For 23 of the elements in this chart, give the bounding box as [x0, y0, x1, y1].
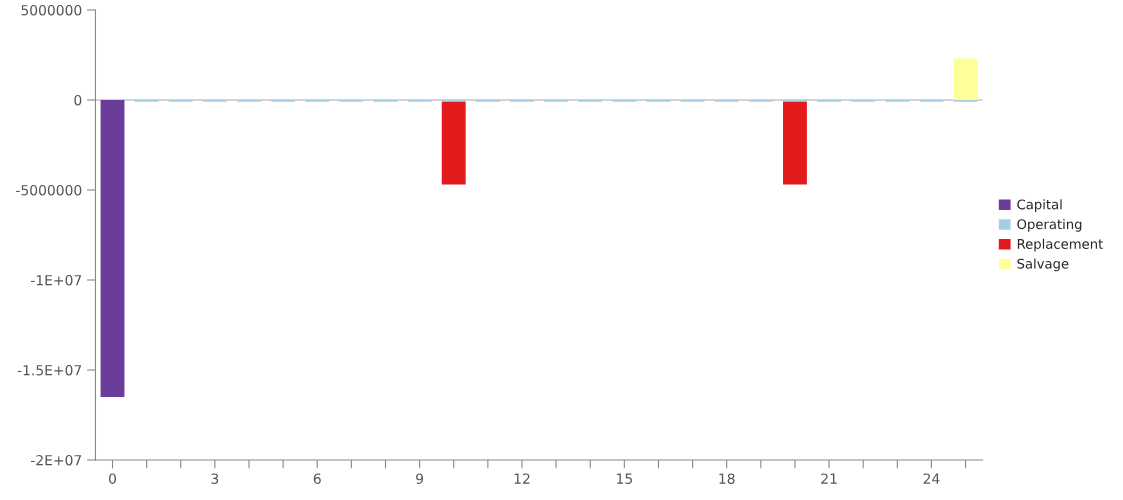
x-tick-label: 9: [416, 473, 424, 484]
x-tick-label: 18: [719, 473, 735, 484]
y-tick-label: -5000000: [16, 184, 82, 196]
legend-label: Replacement: [1017, 238, 1103, 252]
y-tick-label: 5000000: [21, 4, 82, 16]
x-tick-label: 3: [211, 473, 219, 484]
x-tick-label: 0: [109, 473, 117, 484]
x-tick-label: 6: [313, 473, 321, 484]
bar: [441, 101, 466, 185]
x-tick-label: 24: [923, 473, 940, 484]
bar: [783, 101, 807, 185]
y-tick-label: 0: [74, 94, 82, 106]
bar: [100, 100, 125, 397]
y-tick-label: -2E+07: [31, 454, 82, 466]
legend-label: Capital: [1017, 199, 1062, 212]
legend-label: Salvage: [1017, 258, 1069, 272]
x-tick-label: 12: [514, 473, 530, 484]
y-tick-label: -1E+07: [31, 274, 82, 286]
legend-label: Operating: [1017, 218, 1082, 232]
y-tick-label: -1.5E+07: [17, 364, 82, 376]
x-tick-label: 21: [821, 473, 837, 484]
bar: [953, 58, 978, 100]
x-tick-label: 15: [617, 473, 632, 484]
